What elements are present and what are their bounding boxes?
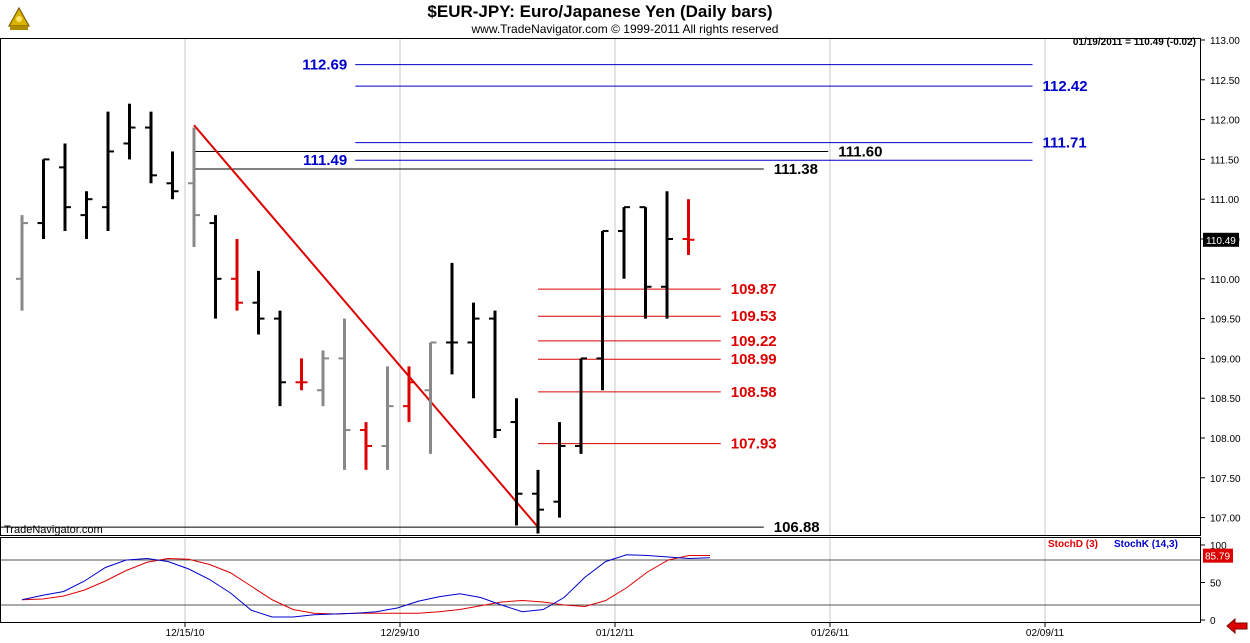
ohlc-bar xyxy=(510,398,523,526)
level-label-111.49: 111.49 xyxy=(303,152,347,169)
ohlc-bar xyxy=(532,469,544,534)
ohlc-bar xyxy=(467,302,480,399)
ohlc-bar xyxy=(661,191,673,319)
ohlc-bar xyxy=(618,206,630,279)
price-y-tick-label: 112.50 xyxy=(1210,76,1240,87)
stoch-plot-border xyxy=(0,537,1201,623)
level-label-109.22: 109.22 xyxy=(731,333,777,350)
price-level-lines: 112.69 112.42 111.71 111.60 111.49 111.38 109.… xyxy=(1,57,1088,536)
ohlc-bar xyxy=(446,262,458,375)
trendline-group xyxy=(193,124,539,528)
price-y-tick-label: 111.50 xyxy=(1210,155,1240,166)
ohlc-bar xyxy=(59,143,71,232)
price-y-tick-label: 111.00 xyxy=(1210,195,1240,206)
ohlc-bar xyxy=(166,151,179,200)
trade-navigator-logo-icon xyxy=(4,4,34,34)
level-label-111.60: 111.60 xyxy=(838,143,882,160)
last-price-tag xyxy=(1203,232,1239,247)
stoch-y-axis: 100 50 0 85.79 xyxy=(1200,541,1233,627)
last-price-readout: 01/19/2011 = 110.49 (-0.02) xyxy=(1072,37,1196,48)
ohlc-bar xyxy=(682,199,695,255)
ohlc-bar xyxy=(317,350,329,407)
price-y-tick-label: 109.50 xyxy=(1210,315,1241,326)
stoch-y-tick-label: 100 xyxy=(1210,541,1227,552)
ohlc-bar xyxy=(80,191,93,239)
scroll-left-arrow-icon[interactable] xyxy=(1226,618,1248,634)
x-tick-label: 01/12/11 xyxy=(596,628,635,639)
price-y-axis: 113.00112.50112.00111.50111.00110.50110.… xyxy=(1200,36,1241,525)
stoch-gridlines xyxy=(1,538,1200,622)
ohlc-bar xyxy=(209,215,222,319)
ohlc-bar xyxy=(403,366,415,423)
ohlc-bar xyxy=(596,230,609,391)
price-y-tick-label: 109.00 xyxy=(1210,354,1241,365)
level-label-112.42: 112.42 xyxy=(1043,78,1088,95)
level-label-108.58: 108.58 xyxy=(731,384,777,401)
ohlc-bar xyxy=(188,127,200,247)
ohlc-bar xyxy=(338,318,351,470)
ohlc-bar xyxy=(274,310,286,407)
ohlc-bar xyxy=(37,158,50,239)
price-y-tick-label: 113.00 xyxy=(1210,36,1240,47)
ohlc-bar xyxy=(231,239,243,311)
ohlc-bar xyxy=(575,357,587,454)
level-label-109.87: 109.87 xyxy=(731,281,777,298)
ohlc-bar xyxy=(381,366,394,470)
ohlc-bar xyxy=(489,310,501,438)
x-tick-label: 12/15/10 xyxy=(166,628,205,639)
level-label-106.88: 106.88 xyxy=(774,519,820,536)
stoch-y-tick-label: 0 xyxy=(1210,616,1216,627)
stoch-last-tag xyxy=(1203,548,1233,563)
level-label-108.99: 108.99 xyxy=(731,351,777,368)
level-label-112.69: 112.69 xyxy=(302,57,347,74)
ohlc-bar xyxy=(252,270,265,335)
x-tick-label: 12/29/10 xyxy=(381,628,420,639)
ohlc-bar xyxy=(16,215,28,311)
stoch-line-k xyxy=(21,554,711,618)
ohlc-bar xyxy=(295,358,308,391)
stoch-series xyxy=(21,554,711,618)
chart-title: $EUR-JPY: Euro/Japanese Yen (Daily bars) xyxy=(427,2,773,21)
price-y-tick-label: 110.00 xyxy=(1210,275,1240,286)
level-label-111.38: 111.38 xyxy=(774,161,818,178)
ohlc-bar xyxy=(360,422,372,470)
price-y-tick-label: 108.50 xyxy=(1210,394,1241,405)
level-label-111.71: 111.71 xyxy=(1043,135,1087,152)
watermark: TradeNavigator.com xyxy=(4,524,103,536)
x-tick-label: 01/26/11 xyxy=(811,628,850,639)
price-y-tick-label: 112.00 xyxy=(1210,116,1240,127)
ohlc-bar xyxy=(553,422,566,518)
level-label-109.53: 109.53 xyxy=(731,308,777,325)
price-panel: 112.69 112.42 111.71 111.60 111.49 111.38 109.… xyxy=(0,36,1241,536)
legend-stochd[interactable]: StochD (3) xyxy=(1048,539,1098,550)
price-y-tick-label: 108.00 xyxy=(1210,434,1241,445)
legend-stochk[interactable]: StochK (14,3) xyxy=(1114,539,1178,550)
ohlc-bar xyxy=(123,103,136,160)
stoch-y-tick-label: 50 xyxy=(1210,579,1222,590)
stochastic-panel: 100 50 0 85.79 xyxy=(0,537,1233,627)
chart-subtitle: www.TradeNavigator.com © 1999-2011 All r… xyxy=(471,22,779,36)
ohlc-bar xyxy=(424,341,437,454)
last-price-tag-label: 110.49 xyxy=(1206,236,1236,247)
level-label-107.93: 107.93 xyxy=(731,436,777,453)
ohlc-bar xyxy=(145,111,157,184)
x-tick-label: 02/09/11 xyxy=(1026,628,1065,639)
price-plot-border xyxy=(0,38,1201,536)
trendline xyxy=(193,124,539,528)
ohlc-bar xyxy=(102,111,114,232)
ohlc-bar xyxy=(639,206,652,319)
date-x-axis: 12/15/10 12/29/10 01/12/11 01/26/11 02/09/11 xyxy=(166,622,1065,639)
stoch-last-tag-label: 85.79 xyxy=(1205,552,1230,563)
price-y-tick-label: 107.00 xyxy=(1210,514,1241,525)
price-y-tick-label: 107.50 xyxy=(1210,474,1241,485)
price-bars xyxy=(16,103,695,534)
stoch-line-d xyxy=(21,555,710,615)
price-gridlines xyxy=(184,39,1046,535)
